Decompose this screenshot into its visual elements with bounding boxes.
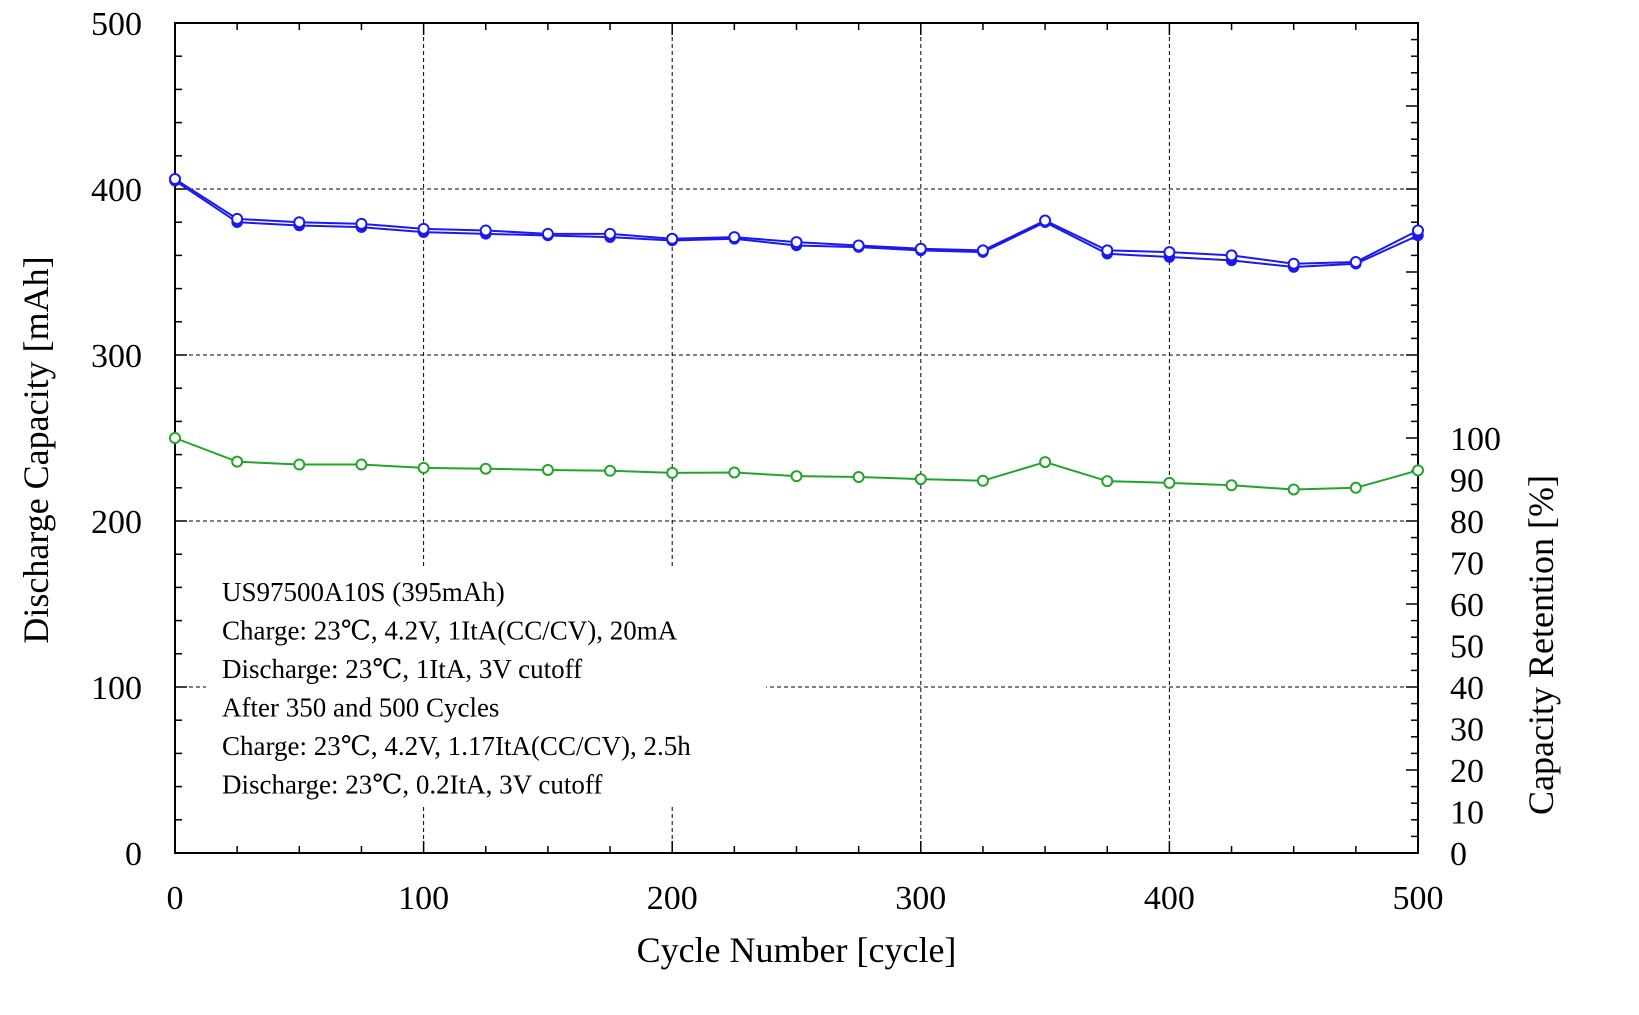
y2-tick-label: 0 [1450, 836, 1467, 873]
data-point [541, 227, 554, 240]
x-tick-label: 400 [1144, 880, 1195, 917]
annotation-line-5: Charge: 23℃, 4.2V, 1.17ItA(CC/CV), 2.5h [222, 731, 691, 761]
y-tick-label: 100 [91, 670, 142, 707]
data-point [1225, 249, 1238, 262]
data-point [417, 461, 430, 474]
annotation-line-4: After 350 and 500 Cycles [222, 693, 499, 723]
data-point [1287, 483, 1300, 496]
data-point [293, 458, 306, 471]
data-point [604, 464, 617, 477]
annotation-line-1: US97500A10S (395mAh) [222, 577, 505, 607]
data-point [1225, 479, 1238, 492]
data-point [355, 458, 368, 471]
y-tick-label: 400 [91, 172, 142, 209]
y2-tick-label: 40 [1450, 670, 1484, 707]
y-tick-label: 500 [91, 6, 142, 43]
y2-tick-label: 90 [1450, 463, 1484, 500]
annotation-background [206, 568, 766, 804]
annotation-line-2: Charge: 23℃, 4.2V, 1ItA(CC/CV), 20mA [222, 616, 678, 646]
x-axis-title: Cycle Number [cycle] [637, 930, 957, 970]
y2-tick-label: 10 [1450, 795, 1484, 832]
annotation-line-6: Discharge: 23℃, 0.2ItA, 3V cutoff [222, 770, 602, 800]
data-point [479, 224, 492, 237]
data-point [1039, 214, 1052, 227]
series-2 [169, 173, 1424, 270]
x-tick-label: 300 [895, 880, 946, 917]
data-point [169, 173, 181, 186]
data-point [666, 466, 679, 479]
data-point [169, 432, 181, 444]
series-3 [169, 432, 1424, 496]
data-point [976, 474, 989, 487]
data-point [790, 470, 803, 483]
x-tick-label: 500 [1393, 880, 1444, 917]
y-tick-label: 200 [91, 504, 142, 541]
data-point [728, 231, 741, 244]
data-point [666, 232, 679, 245]
data-point [293, 216, 306, 229]
y-tick-label: 300 [91, 338, 142, 375]
y-axis-title: Discharge Capacity [mAh] [16, 256, 56, 643]
condition-annotation: US97500A10S (395mAh) Charge: 23℃, 4.2V, … [206, 568, 766, 804]
data-point [355, 217, 368, 230]
x-tick-label: 100 [398, 880, 449, 917]
data-point [1287, 257, 1300, 270]
data-point [1101, 475, 1114, 488]
data-point [914, 473, 927, 486]
grid-lines [175, 23, 1418, 853]
data-point [604, 227, 617, 240]
data-point [231, 212, 244, 225]
data-point [1349, 481, 1362, 494]
data-point [852, 239, 865, 252]
data-point [852, 471, 865, 484]
y-tick-label: 0 [125, 836, 142, 873]
x-tick-label: 0 [167, 880, 184, 917]
data-point [1349, 256, 1362, 269]
data-point [914, 242, 927, 255]
y2-tick-label: 20 [1450, 753, 1484, 790]
data-point [1039, 456, 1052, 469]
data-point [790, 236, 803, 249]
y2-tick-label: 80 [1450, 504, 1484, 541]
y2-tick-label: 50 [1450, 629, 1484, 666]
data-series [169, 173, 1424, 496]
x-tick-label: 200 [647, 880, 698, 917]
data-point [1412, 464, 1424, 477]
data-point [541, 463, 554, 476]
data-point [1101, 244, 1114, 257]
y2-tick-label: 60 [1450, 587, 1484, 624]
data-point [976, 244, 989, 257]
data-point [728, 466, 741, 479]
y2-tick-label: 70 [1450, 546, 1484, 583]
annotation-line-3: Discharge: 23℃, 1ItA, 3V cutoff [222, 654, 582, 684]
y2-axis-title: Capacity Retention [%] [1521, 475, 1561, 815]
data-point [479, 462, 492, 475]
tick-labels: 0 100 200 300 400 500010020030040050001020304… [91, 6, 1501, 917]
data-point [1163, 476, 1176, 489]
axis-ticks [174, 22, 1419, 854]
y2-tick-label: 30 [1450, 712, 1484, 749]
data-point [417, 222, 430, 235]
data-point [1412, 224, 1424, 237]
data-point [1163, 246, 1176, 259]
y2-tick-label: 100 [1450, 421, 1501, 458]
data-point [231, 455, 244, 468]
